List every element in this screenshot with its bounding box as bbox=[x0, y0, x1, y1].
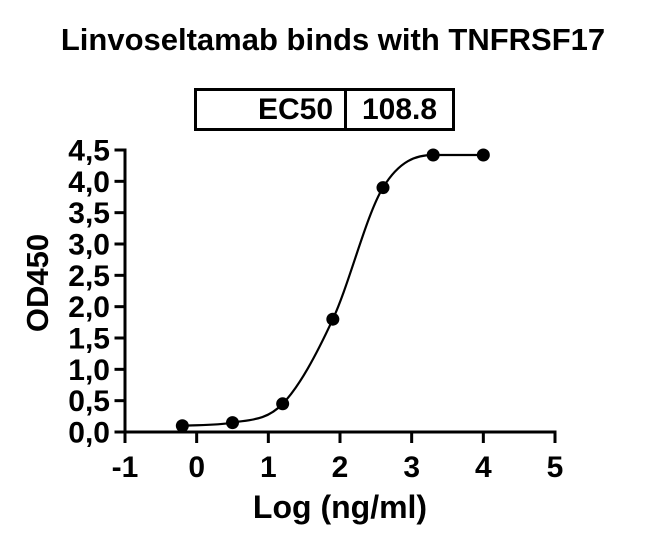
data-point bbox=[326, 312, 340, 326]
data-point bbox=[226, 416, 239, 430]
y-tick-label: 3,5 bbox=[68, 197, 110, 230]
y-tick-label: 1,5 bbox=[68, 323, 110, 356]
data-point bbox=[376, 181, 390, 195]
data-point bbox=[476, 148, 490, 162]
y-tick-label: 1,0 bbox=[68, 354, 110, 387]
chart-title: Linvoseltamab binds with TNFRSF17 bbox=[60, 22, 606, 57]
ec50-value: 108.8 bbox=[361, 92, 438, 126]
ec50-label: EC50 bbox=[197, 91, 347, 128]
y-tick-label: 0,5 bbox=[68, 385, 110, 418]
x-axis-title: Log (ng/ml) bbox=[252, 489, 428, 525]
x-tick-label: 3 bbox=[403, 451, 420, 484]
x-tick-label: 0 bbox=[188, 451, 205, 484]
x-tick-label: 2 bbox=[332, 451, 349, 484]
y-tick-label: 2,5 bbox=[68, 260, 110, 293]
x-tick-label: 5 bbox=[547, 451, 564, 484]
y-tick-label: 0,0 bbox=[68, 417, 110, 450]
data-point bbox=[276, 397, 290, 411]
x-tick-label: 1 bbox=[260, 451, 277, 484]
data-point bbox=[175, 419, 189, 433]
y-tick-label: 3,0 bbox=[68, 229, 110, 262]
y-tick-label: 4,5 bbox=[68, 135, 110, 168]
x-tick-label: 4 bbox=[475, 451, 492, 484]
y-tick-label: 4,0 bbox=[68, 166, 110, 199]
data-point bbox=[426, 148, 440, 162]
y-tick-label: 2,0 bbox=[68, 291, 110, 324]
x-tick-label: -1 bbox=[112, 451, 139, 484]
ec50-table: EC50 108.8 bbox=[194, 88, 455, 131]
fit-curve bbox=[182, 153, 484, 427]
